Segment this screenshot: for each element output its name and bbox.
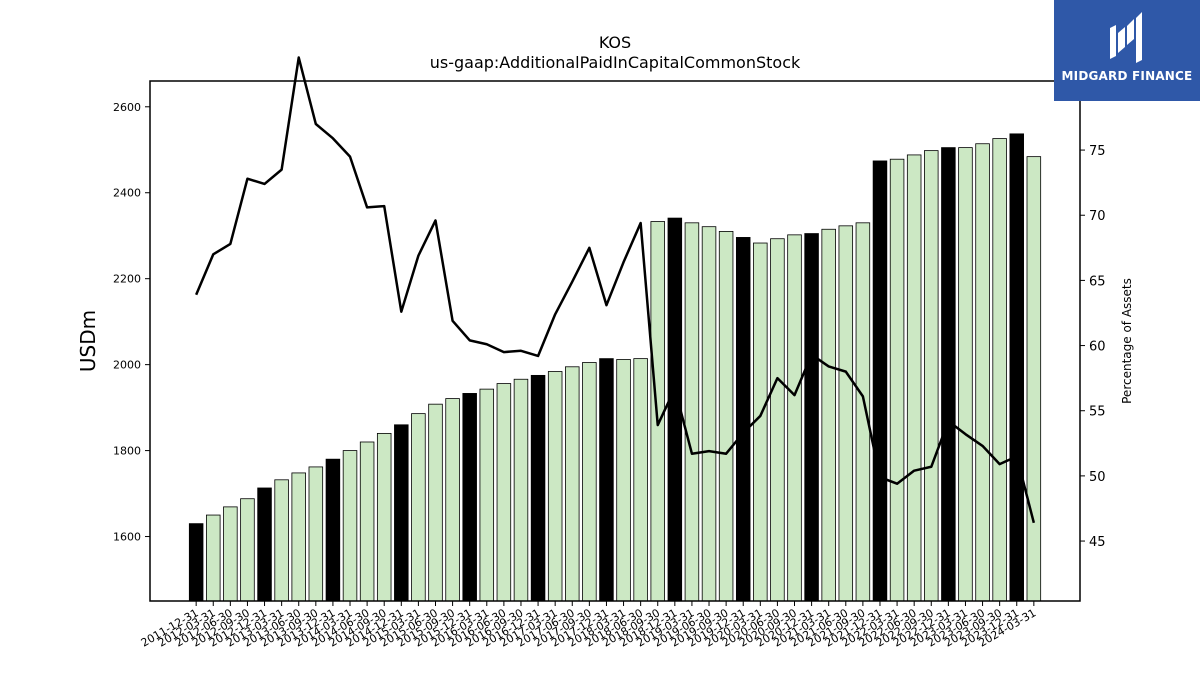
y2-tick-label: 75	[1089, 144, 1106, 159]
y-tick-label: 1800	[113, 445, 141, 458]
y2-tick-label: 70	[1089, 209, 1106, 224]
bar-2016-09-30	[513, 378, 529, 602]
bar-2017-06-30	[565, 366, 580, 602]
bar-2012-09-30	[240, 498, 255, 602]
bar-2021-12-31	[872, 160, 888, 602]
bar-2015-06-30	[428, 403, 443, 602]
bar-2011-12-31	[188, 523, 204, 602]
bar-2012-03-31	[206, 514, 221, 602]
bar-2019-12-31	[735, 237, 751, 602]
bar-2023-03-31	[958, 147, 973, 602]
bar-2023-06-30	[975, 143, 990, 602]
y2-tick-label: 60	[1089, 340, 1106, 355]
bar-2012-06-30	[223, 506, 238, 602]
bar-2019-03-31	[684, 222, 700, 602]
bar-2022-09-30	[924, 150, 939, 602]
bar-2017-03-31	[547, 371, 563, 602]
y2-tick-label: 55	[1089, 405, 1106, 420]
bar-2014-09-30	[376, 432, 392, 602]
bar-2021-03-31	[821, 228, 836, 602]
left-axis: 1600 1800 2000 2200 2400 2600	[113, 101, 150, 544]
bar-2022-03-31	[889, 158, 905, 602]
percentage-of-assets-line	[195, 56, 1036, 524]
bar-2013-03-31	[274, 479, 289, 602]
y2-axis-label: Percentage of Assets	[1120, 278, 1134, 404]
y-tick-label: 2600	[113, 101, 141, 114]
chart-subtitle: us-gaap:AdditionalPaidInCapitalCommonSto…	[430, 53, 801, 72]
bar-2013-12-31	[325, 458, 341, 602]
bar-2018-06-30	[633, 358, 648, 602]
bar-2012-12-31	[257, 487, 272, 602]
bar-2016-06-30	[496, 383, 512, 602]
y-tick-label: 2400	[113, 187, 141, 200]
bar-2021-09-30	[855, 222, 871, 602]
bar-2015-03-31	[411, 413, 426, 602]
bar-2022-12-31	[941, 147, 956, 602]
y-tick-label: 2000	[113, 359, 141, 372]
bar-2020-09-30	[787, 234, 802, 602]
midgard-logo-icon	[1110, 12, 1142, 63]
bar-2023-09-30	[992, 138, 1007, 602]
y2-tick-label: 45	[1089, 535, 1106, 550]
bar-2015-12-31	[462, 393, 477, 602]
bar-2022-06-30	[906, 154, 922, 602]
bar-2014-03-31	[342, 450, 358, 602]
line-series	[195, 56, 1036, 524]
y-tick-label: 1600	[113, 531, 141, 544]
bar-2019-09-30	[718, 231, 734, 602]
bar-2020-12-31	[804, 233, 819, 602]
bar-2017-12-31	[599, 358, 614, 602]
bar-2013-09-30	[308, 466, 324, 602]
bar-2014-06-30	[359, 441, 375, 602]
bar-series	[188, 133, 1042, 602]
brand-logo: MIDGARD FINANCE	[1054, 0, 1200, 101]
chart-title: KOS	[599, 33, 631, 52]
right-axis: 45 50 55 60 65 70 75	[1080, 144, 1106, 550]
y-tick-label: 2200	[113, 273, 141, 286]
bar-2016-12-31	[530, 374, 546, 602]
bar-2015-09-30	[445, 398, 460, 602]
bar-2018-03-31	[616, 359, 631, 602]
x-axis: 2011-12-312012-03-312012-06-302012-09-30…	[139, 601, 1038, 650]
y-axis-label: USDm	[76, 310, 100, 372]
y2-tick-label: 50	[1089, 470, 1106, 485]
bar-2019-06-30	[701, 226, 717, 602]
bar-2020-06-30	[770, 238, 785, 602]
bar-2021-06-30	[838, 225, 854, 602]
bar-2013-06-30	[291, 472, 306, 602]
brand-name: MIDGARD FINANCE	[1061, 69, 1193, 83]
plot-frame	[149, 80, 1081, 602]
bar-2016-03-31	[479, 388, 495, 602]
bar-2014-12-31	[394, 424, 409, 602]
bar-2023-12-31	[1009, 133, 1024, 602]
bar-2017-09-30	[582, 362, 597, 602]
y2-tick-label: 65	[1089, 274, 1106, 289]
bar-2024-03-31	[1026, 156, 1042, 602]
